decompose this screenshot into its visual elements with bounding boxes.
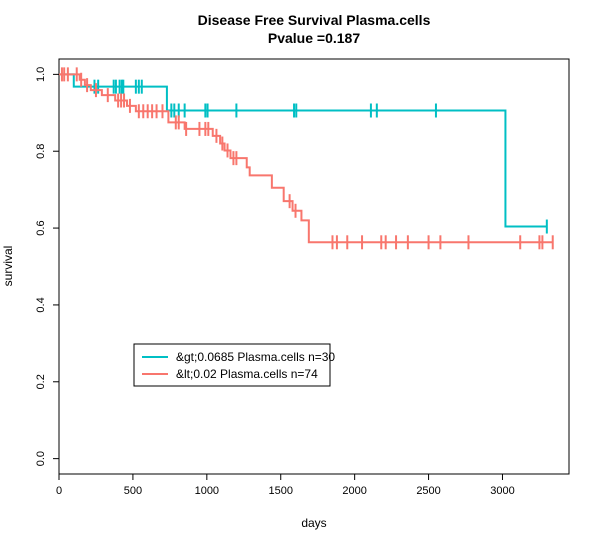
x-tick-label: 500: [124, 485, 142, 497]
series-1: [59, 67, 554, 250]
x-tick-label: 2000: [342, 485, 366, 497]
legend-box: [133, 343, 331, 387]
x-tick-label: 1500: [268, 485, 292, 497]
x-tick-label: 0: [56, 485, 62, 497]
x-axis-label: days: [301, 516, 326, 530]
y-tick-label: 0.0: [35, 451, 47, 466]
y-axis: 0.0 0.2 0.4 0.6 0.8 1.0: [35, 67, 59, 466]
x-tick-label: 2500: [416, 485, 440, 497]
y-tick-label: 0.8: [35, 144, 47, 159]
y-tick-label: 0.2: [35, 374, 47, 389]
survival-curve-0: [59, 73, 547, 228]
series-layer: [59, 67, 554, 250]
legend: &gt;0.0685 Plasma.cells n=30 &lt;0.02 Pl…: [133, 343, 335, 387]
x-tick-label: 1000: [195, 485, 219, 497]
legend-label-low: &lt;0.02 Plasma.cells n=74: [176, 367, 318, 381]
y-tick-label: 0.4: [35, 297, 47, 312]
x-tick-label: 3000: [490, 485, 514, 497]
chart-title: Disease Free Survival Plasma.cells: [198, 12, 431, 28]
survival-curve-1: [59, 73, 553, 244]
plot-frame: [58, 58, 570, 475]
y-axis-label: survival: [1, 246, 15, 287]
y-tick-label: 0.6: [35, 220, 47, 235]
legend-label-high: &gt;0.0685 Plasma.cells n=30: [176, 350, 335, 364]
x-axis: 0 500 1000 1500 2000 2500 3000: [56, 474, 515, 497]
series-0: [59, 73, 548, 234]
chart-subtitle: Pvalue =0.187: [268, 30, 360, 46]
y-tick-label: 1.0: [35, 67, 47, 82]
